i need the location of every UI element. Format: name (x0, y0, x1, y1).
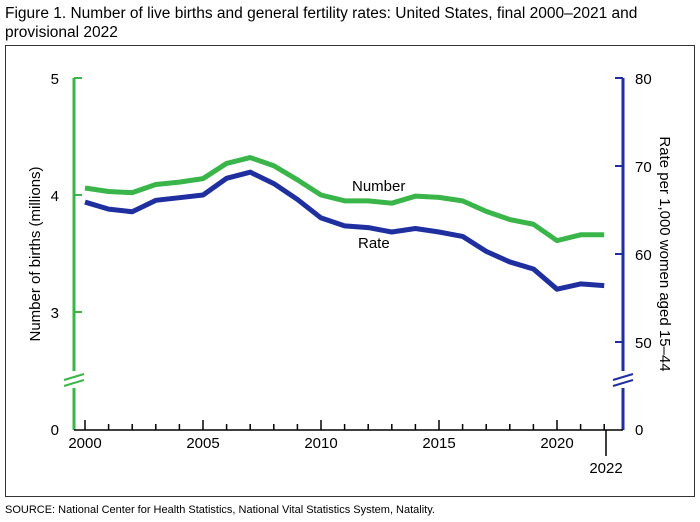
left-tick-label-0: 0 (51, 422, 59, 439)
x-tick-label-2015: 2015 (422, 435, 455, 452)
right-tick-label-60: 60 (635, 247, 652, 264)
left-axis-label: Number of births (millions) (27, 166, 44, 341)
series-number-label: Number (352, 178, 405, 195)
chart-frame (5, 45, 695, 497)
series-rate-label: Rate (358, 235, 390, 252)
x-tick-label-2000: 2000 (68, 435, 101, 452)
x-tick-label-2022: 2022 (589, 460, 622, 477)
series-rate-line (84, 169, 605, 292)
x-tick-label-2005: 2005 (186, 435, 219, 452)
x-tick-label-2010: 2010 (304, 435, 337, 452)
right-tick-label-70: 70 (635, 159, 652, 176)
right-tick-label-50: 50 (635, 335, 652, 352)
right-axis-break (612, 373, 634, 387)
left-axis-break (63, 373, 85, 387)
right-tick-label-0: 0 (635, 422, 643, 439)
left-tick-label-3: 3 (51, 305, 59, 322)
source-note: SOURCE: National Center for Health Stati… (5, 504, 435, 516)
left-tick-label-4: 4 (51, 188, 59, 205)
right-tick-label-80: 80 (635, 71, 652, 88)
x-tick-label-2020: 2020 (540, 435, 573, 452)
series-number-line (84, 155, 605, 244)
left-tick-label-5: 5 (51, 71, 59, 88)
chart-title: Figure 1. Number of live births and gene… (5, 5, 638, 41)
x-axis-ticks (84, 420, 605, 430)
right-axis-label: Rate per 1,000 women aged 15–44 (656, 136, 673, 371)
